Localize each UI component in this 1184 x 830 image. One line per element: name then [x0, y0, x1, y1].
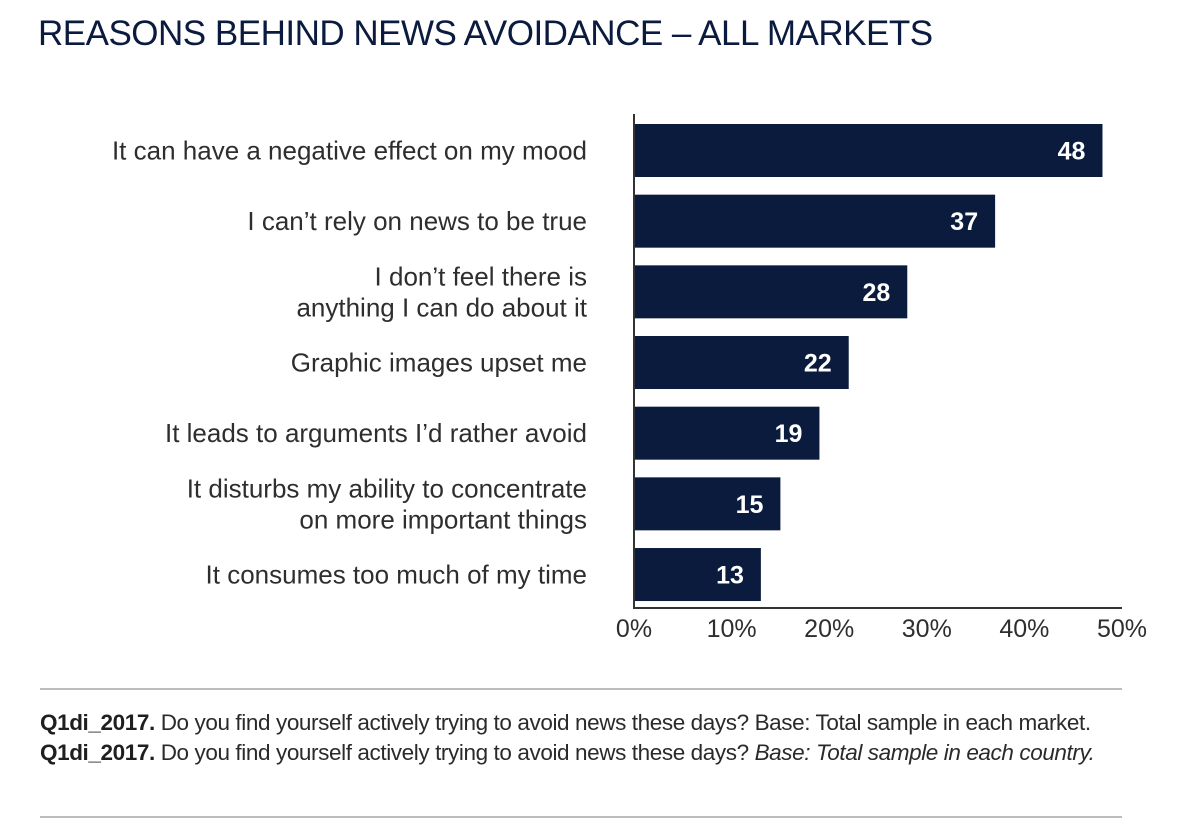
- x-tick-label: 40%: [999, 615, 1049, 643]
- footnote: Q1di_2017. Do you find yourself actively…: [40, 708, 1130, 768]
- chart-title: REASONS BEHIND NEWS AVOIDANCE – ALL MARK…: [38, 14, 933, 53]
- bar-value-label: 48: [1058, 138, 1086, 166]
- bar-value-label: 37: [950, 208, 978, 236]
- category-label-line: Graphic images upset me: [291, 348, 587, 378]
- category-label-line: I can’t rely on news to be true: [247, 206, 587, 236]
- category-label: Graphic images upset me: [291, 348, 587, 378]
- category-label-line: anything I can do about it: [296, 292, 587, 322]
- footnote-base-note: Base: Total sample in each country.: [754, 740, 1095, 765]
- footnote-text-2: Do you find yourself actively trying to …: [154, 740, 755, 765]
- x-tick-labels-group: 0% 10% 20% 30% 40% 50%: [616, 615, 1147, 643]
- bar: [634, 265, 908, 319]
- category-label-line: It consumes too much of my time: [206, 560, 587, 590]
- category-label: It can have a negative effect on my mood: [112, 136, 587, 166]
- category-label: I can’t rely on news to be true: [247, 206, 587, 236]
- x-tick-label: 20%: [804, 615, 854, 643]
- category-label-line: on more important things: [299, 504, 587, 534]
- bar: [634, 194, 996, 248]
- category-label-line: It leads to arguments I’d rather avoid: [165, 418, 587, 448]
- category-label-line: It can have a negative effect on my mood: [112, 136, 587, 166]
- bar-value-label: 13: [716, 562, 744, 590]
- bars-group: 48 37 28 22 19 15 13: [634, 124, 1103, 602]
- footnote-question-code: Q1di_2017.: [40, 710, 155, 735]
- x-tick-label: 0%: [616, 615, 652, 643]
- category-label: I don’t feel there is anything I can do a…: [296, 261, 587, 322]
- bar-value-label: 28: [862, 279, 890, 307]
- footnote-bottom-rule: [40, 816, 1122, 818]
- bar: [634, 406, 820, 460]
- bar: [634, 477, 781, 531]
- bar: [634, 548, 761, 602]
- bar-chart: 48 37 28 22 19 15 13 It can have a negative ef…: [112, 114, 1147, 643]
- category-labels-group: It can have a negative effect on my mood…: [112, 136, 588, 590]
- x-tick-label: 50%: [1097, 615, 1147, 643]
- x-tick-label: 10%: [707, 615, 757, 643]
- footnote-text: Do you find yourself actively trying to …: [154, 710, 1091, 735]
- category-label-line: It disturbs my ability to concentrate: [187, 473, 587, 503]
- x-tick-label: 30%: [902, 615, 952, 643]
- bar-value-label: 19: [775, 420, 803, 448]
- category-label: It disturbs my ability to concentrate on …: [187, 473, 587, 534]
- footnote-top-rule: [40, 688, 1122, 690]
- category-label: It leads to arguments I’d rather avoid: [165, 418, 587, 448]
- bar-value-label: 22: [804, 350, 832, 378]
- bar-value-label: 15: [736, 491, 764, 519]
- bar: [634, 336, 849, 390]
- bar: [634, 124, 1103, 177]
- category-label: It consumes too much of my time: [206, 560, 587, 590]
- footnote-question-code-2: Q1di_2017.: [40, 740, 155, 765]
- category-label-line: I don’t feel there is: [375, 261, 587, 291]
